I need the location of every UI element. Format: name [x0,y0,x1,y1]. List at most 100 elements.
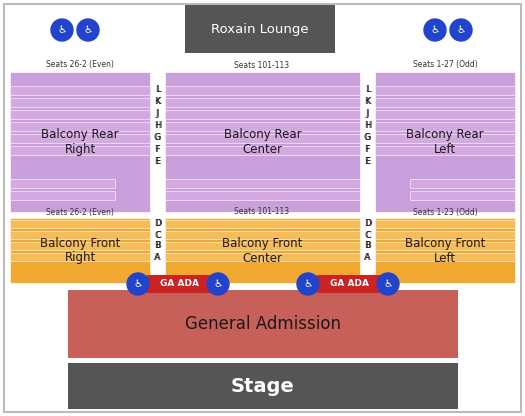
Bar [165,146,360,155]
Text: General Admission: General Admission [185,315,341,333]
Text: B: B [364,242,370,250]
Bar [10,220,150,228]
Bar [375,86,515,95]
Bar [68,290,458,358]
Bar [375,98,515,107]
Text: ♿: ♿ [383,279,393,289]
Text: K: K [364,97,370,106]
Bar [165,231,360,239]
Text: G: G [364,134,370,143]
Bar [10,72,150,212]
Circle shape [77,19,99,41]
Bar [10,122,150,131]
Text: H: H [365,121,371,131]
Bar [375,72,515,212]
Text: E: E [154,158,160,166]
Circle shape [297,273,319,295]
Text: A: A [365,253,371,262]
Text: Balcony Rear
Left: Balcony Rear Left [406,128,484,156]
Bar [165,72,360,212]
Text: G: G [365,134,371,143]
Text: B: B [154,242,160,250]
Text: Roxain Lounge: Roxain Lounge [211,22,309,35]
Text: Seats 1-27 (Odd): Seats 1-27 (Odd) [413,60,477,69]
Bar [165,242,360,250]
Bar [165,86,360,95]
Text: K: K [154,97,160,106]
Bar [375,110,515,119]
Text: E: E [155,158,161,166]
Bar [165,110,360,119]
FancyBboxPatch shape [146,275,212,293]
Bar [10,110,150,119]
Bar [165,122,360,131]
Text: Balcony Front
Left: Balcony Front Left [405,237,485,265]
Text: E: E [364,158,370,166]
Bar [375,253,515,261]
Bar [165,191,360,200]
Text: E: E [365,158,371,166]
Text: B: B [155,242,161,250]
Bar [375,242,515,250]
Text: J: J [156,109,158,119]
Circle shape [51,19,73,41]
Text: H: H [154,121,160,131]
Bar [375,122,515,131]
Bar [375,218,515,283]
Bar [375,220,515,228]
Circle shape [127,273,149,295]
Bar [165,179,360,188]
Text: Seats 101-113: Seats 101-113 [235,208,290,216]
Text: Seats 26-2 (Even): Seats 26-2 (Even) [46,60,114,69]
Bar [375,146,515,155]
FancyBboxPatch shape [316,275,382,293]
Bar [10,134,150,143]
Text: C: C [155,230,161,240]
Text: C: C [364,230,370,240]
Text: Balcony Rear
Right: Balcony Rear Right [41,128,119,156]
Text: G: G [154,134,160,143]
Text: A: A [155,253,161,262]
Bar [375,231,515,239]
Text: C: C [365,230,371,240]
Bar [10,86,150,95]
Bar [185,5,335,53]
Bar [165,218,360,283]
Text: Stage: Stage [231,376,295,396]
Text: ♿: ♿ [57,25,67,35]
Text: ♿: ♿ [456,25,466,35]
Bar [165,253,360,261]
Bar [10,231,150,239]
Bar [10,218,150,283]
Bar [165,134,360,143]
Bar [10,191,115,200]
Text: GA ADA: GA ADA [160,280,198,289]
Text: B: B [365,242,371,250]
Text: D: D [154,220,160,228]
Circle shape [207,273,229,295]
Text: C: C [154,230,160,240]
Text: F: F [364,146,370,154]
Bar [375,134,515,143]
Bar [410,191,515,200]
Text: K: K [365,97,371,106]
Text: L: L [156,86,160,94]
Text: J: J [366,109,368,119]
Circle shape [377,273,399,295]
Bar [68,363,458,409]
Text: ♿: ♿ [303,279,312,289]
Text: G: G [155,134,161,143]
Bar [165,98,360,107]
Text: J: J [157,109,159,119]
Text: L: L [366,86,370,94]
Bar [410,179,515,188]
Text: A: A [154,253,160,262]
Text: J: J [367,109,369,119]
Text: Seats 101-113: Seats 101-113 [235,60,290,69]
Text: L: L [365,86,369,94]
Bar [10,179,115,188]
Text: H: H [364,121,370,131]
Circle shape [450,19,472,41]
Text: D: D [155,220,161,228]
Circle shape [424,19,446,41]
